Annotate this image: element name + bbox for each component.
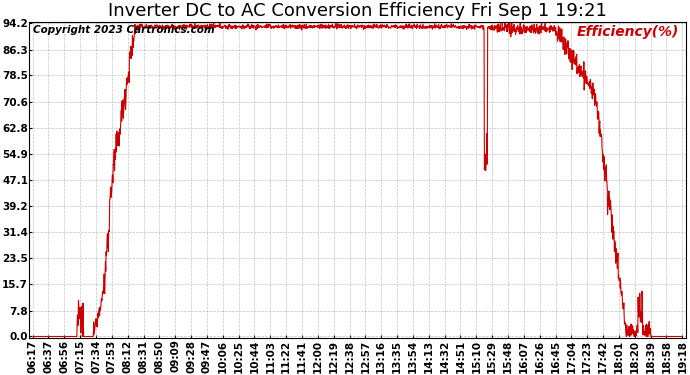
Text: Efficiency(%): Efficiency(%) xyxy=(577,25,679,39)
Text: Copyright 2023 Cartronics.com: Copyright 2023 Cartronics.com xyxy=(32,25,215,35)
Title: Inverter DC to AC Conversion Efficiency Fri Sep 1 19:21: Inverter DC to AC Conversion Efficiency … xyxy=(108,2,607,20)
